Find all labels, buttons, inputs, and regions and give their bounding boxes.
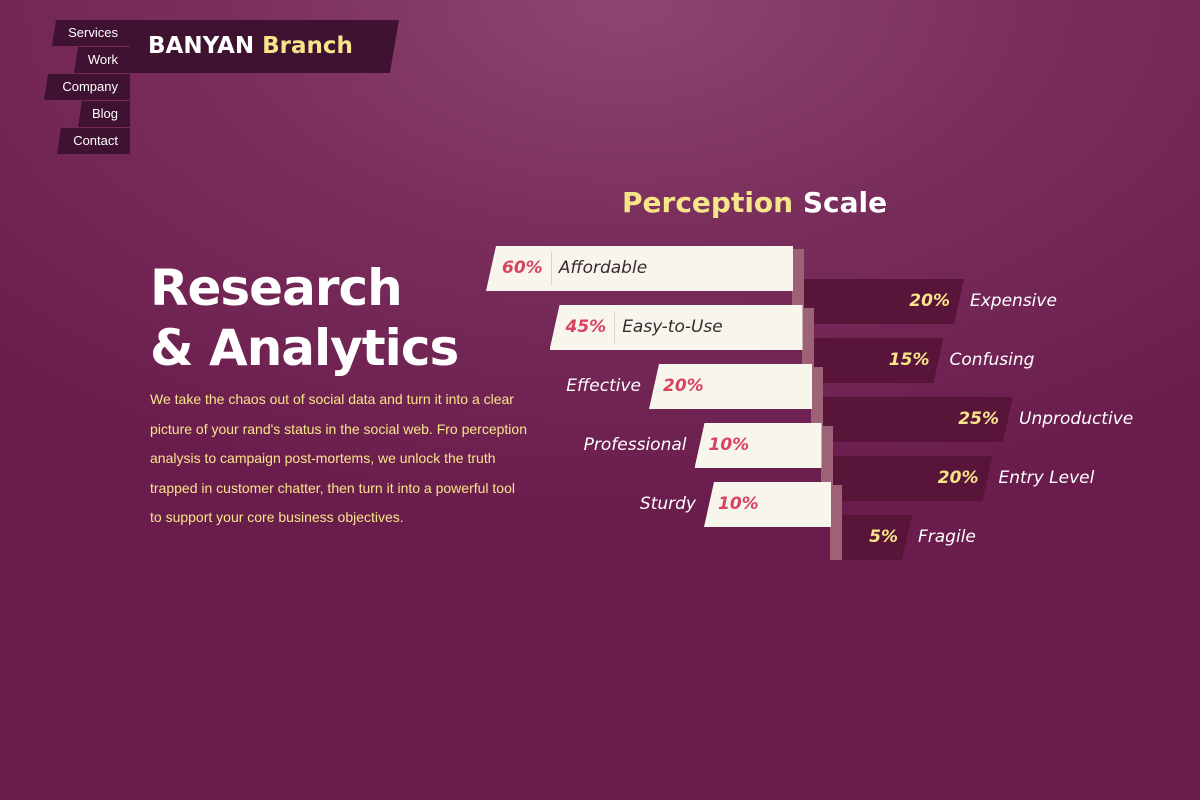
hero-description: We take the chaos out of social data and… xyxy=(150,391,527,525)
nav-item-contact[interactable]: Contact xyxy=(57,128,130,154)
negative-label: Entry Level xyxy=(998,468,1095,488)
negative-value: 20% xyxy=(937,468,979,488)
positive-bar xyxy=(549,305,803,350)
page-title-line1: Research xyxy=(150,259,403,317)
positive-label: Sturdy xyxy=(639,494,696,514)
nav-item-services[interactable]: Services xyxy=(52,20,130,46)
negative-bar xyxy=(833,456,993,501)
positive-value: 10% xyxy=(718,494,759,514)
nav-item-company[interactable]: Company xyxy=(44,74,130,100)
bar-divider xyxy=(614,311,616,344)
site-logo[interactable]: BANYAN Branch xyxy=(130,20,399,73)
logo-word-banyan: BANYAN xyxy=(148,33,255,59)
nav-item-blog[interactable]: Blog xyxy=(78,101,130,127)
positive-label: Effective xyxy=(566,376,641,396)
logo-word-branch: Branch xyxy=(262,33,353,59)
negative-value: 15% xyxy=(888,350,930,370)
negative-bar xyxy=(814,338,944,383)
negative-label: Expensive xyxy=(970,291,1057,311)
positive-bar xyxy=(486,246,793,291)
positive-value: 60% xyxy=(502,258,543,278)
positive-label: Professional xyxy=(583,435,687,455)
negative-value: 25% xyxy=(958,409,999,429)
positive-value: 45% xyxy=(565,317,607,337)
positive-label: Affordable xyxy=(558,258,648,278)
negative-bar xyxy=(842,515,912,560)
negative-label: Fragile xyxy=(918,527,976,547)
chart-title-word1: Perception xyxy=(622,186,794,219)
negative-bar xyxy=(804,279,964,324)
positive-label: Easy-to-Use xyxy=(622,317,723,337)
negative-value: 20% xyxy=(909,291,950,311)
page-title: Research & Analytics xyxy=(150,258,459,378)
positive-value: 10% xyxy=(708,435,750,455)
negative-bar xyxy=(823,397,1013,442)
positive-bar xyxy=(694,423,822,468)
negative-value: 5% xyxy=(869,527,898,547)
chart-title: Perception Scale xyxy=(622,183,887,223)
negative-label: Confusing xyxy=(949,350,1035,370)
chart-title-word2: Scale xyxy=(802,186,888,219)
positive-bar xyxy=(649,364,812,409)
positive-value: 20% xyxy=(663,376,704,396)
bar-stem xyxy=(830,485,842,560)
page-title-line2: & Analytics xyxy=(150,319,459,377)
nav-item-work[interactable]: Work xyxy=(74,47,130,73)
bar-divider xyxy=(550,252,552,285)
negative-label: Unproductive xyxy=(1019,409,1134,429)
positive-bar xyxy=(704,482,831,527)
